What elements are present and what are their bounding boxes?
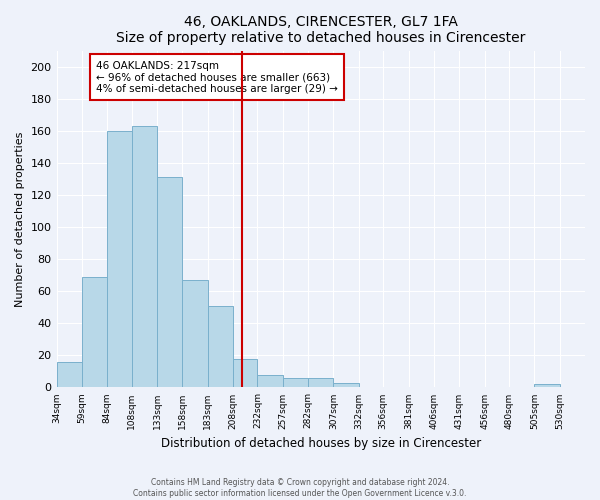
Bar [308, 378, 334, 388]
Bar [157, 178, 182, 388]
X-axis label: Distribution of detached houses by size in Cirencester: Distribution of detached houses by size … [161, 437, 481, 450]
Bar [534, 384, 560, 388]
Text: 46 OAKLANDS: 217sqm
← 96% of detached houses are smaller (663)
4% of semi-detach: 46 OAKLANDS: 217sqm ← 96% of detached ho… [96, 60, 338, 94]
Bar [107, 130, 131, 388]
Bar [208, 306, 233, 388]
Bar [334, 382, 359, 388]
Bar [131, 126, 157, 388]
Bar [283, 378, 308, 388]
Bar [82, 276, 107, 388]
Y-axis label: Number of detached properties: Number of detached properties [15, 132, 25, 306]
Title: 46, OAKLANDS, CIRENCESTER, GL7 1FA
Size of property relative to detached houses : 46, OAKLANDS, CIRENCESTER, GL7 1FA Size … [116, 15, 526, 45]
Text: Contains HM Land Registry data © Crown copyright and database right 2024.
Contai: Contains HM Land Registry data © Crown c… [133, 478, 467, 498]
Bar [257, 374, 283, 388]
Bar [56, 362, 82, 388]
Bar [233, 358, 257, 388]
Bar [182, 280, 208, 388]
